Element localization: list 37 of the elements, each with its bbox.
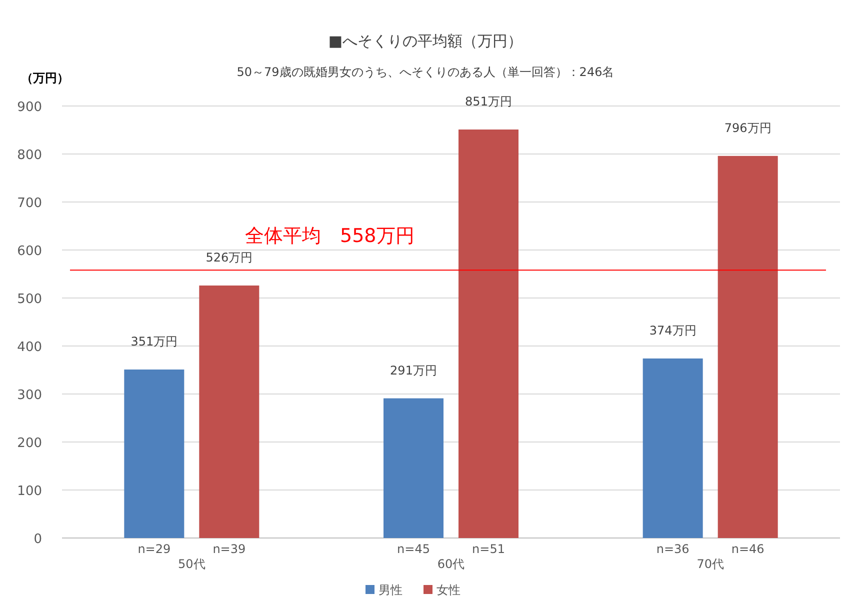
bar (384, 398, 444, 538)
chart-subtitle: 50～79歳の既婚男女のうち、へそくりのある人（単一回答）：246名 (236, 65, 614, 79)
y-tick-label: 700 (17, 196, 42, 211)
y-tick-label: 900 (17, 100, 42, 115)
y-tick-label: 200 (17, 436, 42, 451)
data-label: 291万円 (390, 363, 437, 378)
text: n=29 (138, 542, 171, 556)
text: n=51 (472, 542, 505, 556)
text: n=46 (731, 542, 764, 556)
ref-line-label: 全体平均 558万円 (245, 225, 414, 248)
y-tick-label: 500 (17, 292, 42, 307)
y-tick-label: 0 (34, 532, 42, 547)
data-label: 796万円 (724, 120, 772, 135)
x-tick-label: 50代 (178, 557, 206, 571)
y-tick-label: 600 (17, 244, 42, 259)
bar (642, 358, 703, 538)
y-tick-label: 300 (17, 388, 42, 403)
x-tick-label: 60代 (437, 557, 465, 571)
y-tick-label: 400 (17, 340, 42, 355)
y-tick-label: 800 (17, 148, 42, 163)
legend-label: 男性 (378, 583, 402, 597)
data-label: 374万円 (649, 323, 696, 338)
text: n=36 (656, 542, 690, 556)
text: n=45 (397, 542, 430, 556)
y-tick-label: 100 (17, 484, 42, 499)
bar (124, 370, 184, 538)
chart-title: ■へそくりの平均額（万円） (328, 32, 523, 50)
text: n=39 (212, 542, 246, 556)
x-tick-label: 70代 (696, 557, 724, 571)
bar (718, 156, 778, 538)
legend-label: 女性 (436, 583, 460, 597)
data-label: 351万円 (130, 334, 178, 349)
data-label: 851万円 (465, 94, 512, 109)
bar (199, 286, 260, 538)
data-label: 526万円 (206, 250, 253, 265)
bar (458, 130, 518, 538)
y-axis-title: （万円） (21, 71, 69, 85)
